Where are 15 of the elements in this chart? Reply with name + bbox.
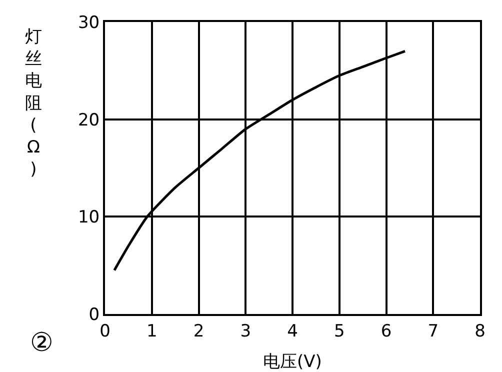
x-axis-title: 电压(V) — [263, 352, 322, 372]
x-tick-label: 7 — [428, 321, 439, 342]
y-tick-label: 30 — [78, 12, 100, 33]
x-tick-label: 6 — [380, 321, 392, 342]
x-tick-label: 1 — [146, 321, 158, 342]
x-tick-label: 8 — [474, 321, 486, 342]
x-tick-label: 5 — [334, 321, 345, 342]
x-tick-label: 4 — [287, 321, 298, 342]
x-tick-label: 2 — [193, 321, 204, 342]
text: ② — [30, 328, 54, 358]
y-tick-label: 10 — [78, 208, 100, 228]
y-axis-title: 灯丝电阻(Ω) — [25, 27, 42, 180]
x-tick-label: 3 — [240, 321, 252, 342]
y-tick-label: 0 — [88, 304, 100, 325]
y-tick-label: 20 — [78, 110, 100, 130]
